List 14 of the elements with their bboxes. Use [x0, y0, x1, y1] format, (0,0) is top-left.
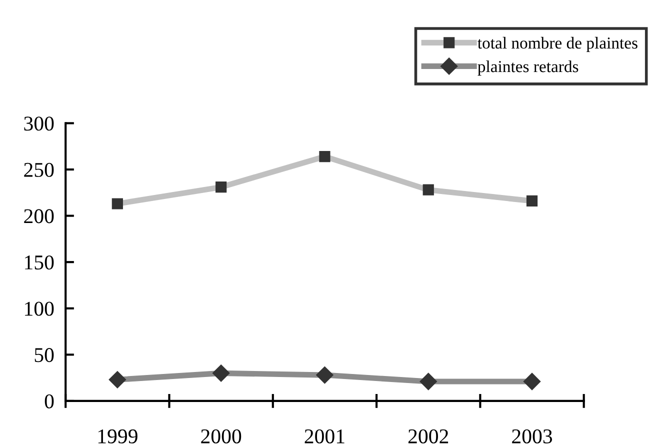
y-tick-label: 250: [24, 162, 54, 177]
x-tick-label: 2000: [201, 429, 242, 444]
y-tick-label: 0: [44, 394, 54, 408]
legend-label: total nombre de plaintes: [478, 36, 638, 52]
x-tick-label: 2001: [304, 429, 344, 444]
x-tick-label: 2003: [512, 429, 552, 444]
legend-label: plaintes retards: [478, 60, 578, 76]
y-tick-label: 50: [34, 348, 54, 362]
x-tick-label: 1999: [98, 429, 138, 444]
y-tick-label: 100: [25, 302, 54, 316]
y-tick-label: 300: [24, 116, 54, 131]
y-tick-label: 200: [24, 209, 54, 224]
x-tick-label: 2002: [408, 429, 448, 444]
y-tick-label: 150: [25, 255, 54, 270]
